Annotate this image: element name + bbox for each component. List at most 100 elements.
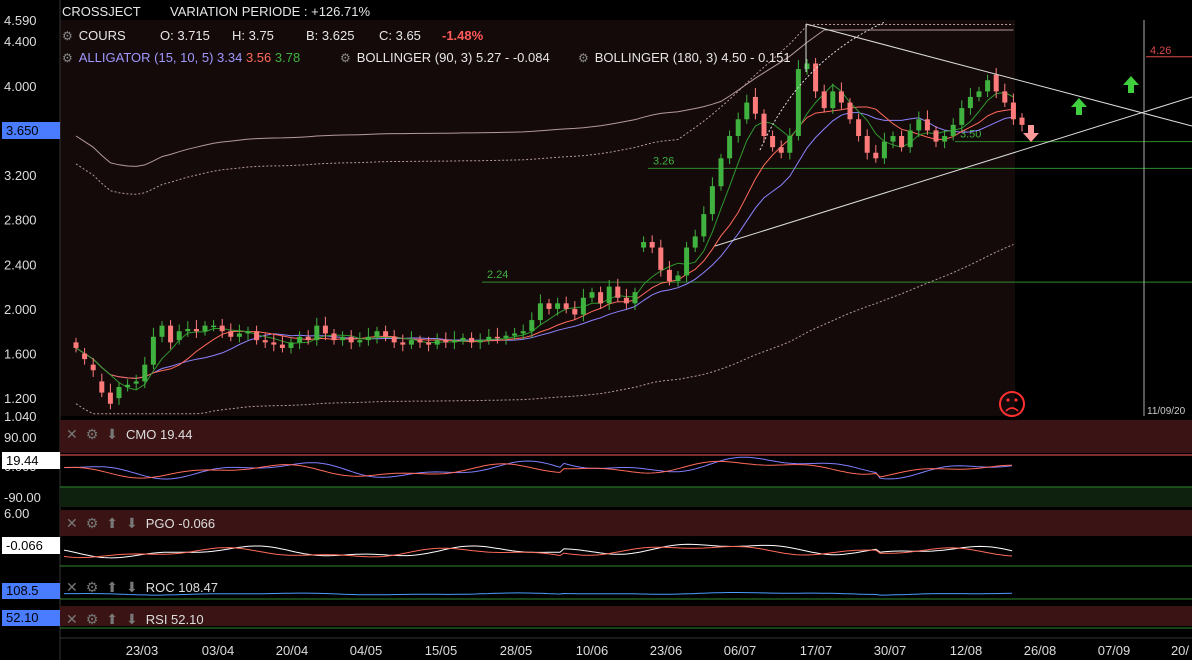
arrow-up-icon	[1071, 98, 1087, 115]
close-icon[interactable]: ✕	[66, 579, 78, 595]
bollinger-lower-line	[75, 244, 1014, 415]
candle-body	[830, 91, 836, 109]
sad-face-eye	[1006, 398, 1010, 402]
x-tick-label: 23/03	[126, 643, 159, 658]
alligator-jaw-line	[75, 112, 1014, 379]
candle-body	[271, 342, 277, 345]
pgo-panel-bar	[60, 510, 1192, 536]
candle-body	[598, 292, 604, 304]
gear-icon[interactable]: ⚙	[578, 51, 589, 65]
candle-body	[503, 335, 509, 338]
cours-label: COURS	[78, 28, 126, 43]
candle-body	[993, 74, 999, 92]
y-tick-label: 2.400	[4, 257, 37, 272]
alligator-value-green: 3.78	[274, 50, 301, 65]
candle-body	[641, 241, 647, 248]
gear-icon[interactable]: ⚙	[85, 515, 99, 531]
y-tick-label: 3.200	[4, 168, 37, 183]
candle-body	[537, 303, 543, 321]
arrow-down-icon[interactable]: ⬇	[126, 579, 138, 595]
y-tick-label: 1.600	[4, 347, 37, 362]
candle-body	[907, 130, 913, 148]
arrow-up-icon	[1123, 76, 1139, 93]
gear-icon[interactable]: ⚙	[85, 426, 99, 442]
candle-body	[967, 96, 973, 109]
y-tick-label: 4.000	[4, 79, 37, 94]
gear-icon[interactable]: ⚙	[62, 29, 73, 43]
candle-body	[443, 340, 449, 343]
arrow-up-icon[interactable]: ⬆	[106, 611, 119, 627]
level-label: 4.26	[1150, 45, 1171, 57]
cmo-tick-label: 90.00	[4, 430, 37, 445]
candle-body	[400, 342, 406, 345]
arrow-up-icon[interactable]: ⬆	[106, 515, 119, 531]
candle-body	[709, 186, 715, 215]
candle-body	[701, 214, 707, 237]
candle-body	[684, 247, 690, 276]
candle-body	[494, 336, 500, 339]
candle-body	[245, 331, 251, 334]
pgo-value-box: -0.066	[2, 537, 60, 554]
candle-body	[219, 325, 225, 332]
arrow-up-icon[interactable]: ⬆	[106, 579, 119, 595]
current-price-box: 3.650	[2, 122, 60, 139]
y-tick-label: 4.590	[4, 13, 37, 28]
x-tick-label: 26/08	[1024, 643, 1057, 658]
alligator-label: ALLIGATOR (15, 10, 5)	[78, 50, 214, 65]
arrow-down-icon[interactable]: ⬇	[126, 515, 138, 531]
close-icon[interactable]: ✕	[66, 515, 78, 531]
candle-body	[752, 96, 758, 114]
instrument-name: CROSSJECT	[62, 4, 141, 19]
alligator-value-blue: 3.34	[217, 50, 243, 65]
bollinger-upper-line	[75, 29, 1014, 167]
candle-body	[924, 119, 930, 131]
candle-body	[933, 130, 939, 142]
close-icon[interactable]: ✕	[66, 611, 78, 627]
cmo-value-box: 19.44	[2, 452, 60, 469]
gear-icon[interactable]: ⚙	[85, 579, 99, 595]
candle-body	[365, 336, 371, 341]
candle-body	[486, 336, 492, 341]
sad-face-outline	[999, 391, 1025, 417]
rsi-label: RSI 52.10	[145, 612, 204, 627]
pgo-label: PGO -0.066	[145, 516, 216, 531]
roc-label: ROC 108.47	[145, 580, 219, 595]
gear-icon[interactable]: ⚙	[62, 51, 73, 65]
candle-body	[417, 340, 423, 343]
pgo-line	[63, 543, 1013, 559]
x-tick-label: 23/06	[650, 643, 683, 658]
bollinger-180-values: 4.50 - 0.151	[721, 50, 791, 65]
crosshair-date: 11/09/20	[1147, 406, 1186, 417]
candle-body	[460, 337, 466, 341]
y-tick-label: 1.040	[4, 409, 37, 424]
candle-body	[391, 336, 397, 343]
close-value: C: 3.65	[379, 28, 421, 43]
gear-icon[interactable]: ⚙	[340, 51, 351, 65]
bollinger-180-row: ⚙ BOLLINGER (180, 3) 4.50 - 0.151	[578, 50, 791, 65]
gear-icon[interactable]: ⚙	[85, 611, 99, 627]
x-tick-label: 07/09	[1098, 643, 1131, 658]
candle-body	[1002, 91, 1008, 103]
candle-body	[658, 247, 664, 270]
candle-body	[821, 91, 827, 109]
bollinger-90-row: ⚙ BOLLINGER (90, 3) 5.27 - -0.084	[340, 50, 550, 65]
candle-body	[193, 328, 199, 332]
candle-body	[512, 333, 518, 336]
candle-body	[82, 353, 88, 360]
bollinger-90-label: BOLLINGER (90, 3)	[356, 50, 473, 65]
candle-body	[916, 119, 922, 131]
arrow-down-icon[interactable]: ⬇	[106, 426, 119, 442]
x-tick-label: 20/04	[276, 643, 309, 658]
arrow-down-icon[interactable]: ⬇	[126, 611, 138, 627]
sad-face-icon	[999, 391, 1025, 417]
close-icon[interactable]: ✕	[66, 426, 78, 442]
candle-body	[976, 91, 982, 97]
candle-body	[744, 102, 750, 120]
candle-body	[529, 320, 535, 332]
candle-body	[426, 342, 432, 345]
candle-body	[314, 325, 320, 341]
x-tick-label: 03/04	[202, 643, 235, 658]
pgo-signal-line	[63, 546, 1013, 559]
x-tick-label: 15/05	[425, 643, 458, 658]
